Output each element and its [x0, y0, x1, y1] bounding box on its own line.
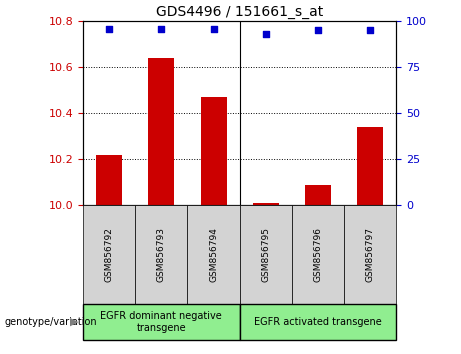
Bar: [305, 185, 331, 205]
Point: [210, 26, 217, 32]
Text: GSM856792: GSM856792: [105, 227, 113, 282]
Text: GSM856797: GSM856797: [366, 227, 375, 282]
Bar: [148, 58, 174, 205]
Point: [366, 28, 374, 33]
Text: GSM856795: GSM856795: [261, 227, 270, 282]
Text: genotype/variation: genotype/variation: [5, 317, 97, 327]
Point: [262, 31, 270, 37]
Text: EGFR dominant negative
transgene: EGFR dominant negative transgene: [100, 311, 222, 333]
Text: GSM856794: GSM856794: [209, 227, 218, 282]
Text: GSM856793: GSM856793: [157, 227, 166, 282]
Point: [106, 26, 113, 32]
Bar: [201, 97, 227, 205]
Bar: [357, 127, 384, 205]
Point: [314, 28, 322, 33]
Text: EGFR activated transgene: EGFR activated transgene: [254, 317, 382, 327]
Title: GDS4496 / 151661_s_at: GDS4496 / 151661_s_at: [156, 5, 323, 19]
Point: [158, 26, 165, 32]
Text: ▶: ▶: [70, 317, 78, 327]
Text: GSM856796: GSM856796: [313, 227, 323, 282]
Bar: [96, 155, 122, 205]
Bar: [253, 203, 279, 205]
